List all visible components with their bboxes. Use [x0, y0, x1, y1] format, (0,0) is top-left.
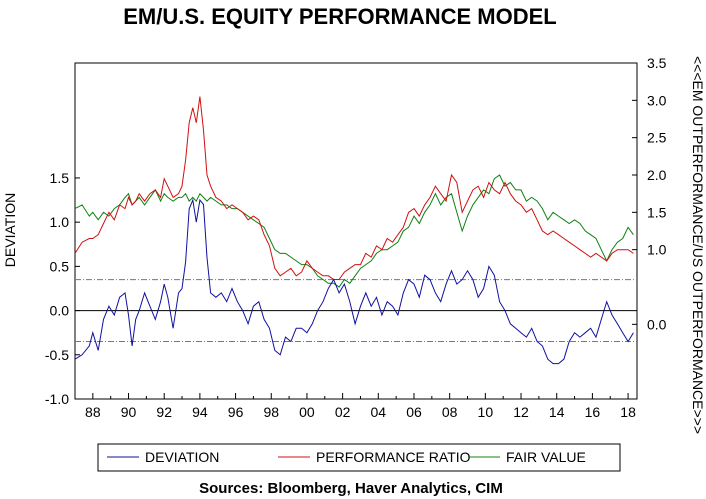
- x-axis: 88 90 92 94 96 98 00 02 04 06 08 10 12 14 16 18: [74, 393, 636, 420]
- legend: DEVIATION PERFORMANCE RATIO FAIR VALUE: [107, 449, 586, 465]
- x-tick-label: 08: [442, 404, 458, 420]
- right-tick-label: 1.5: [647, 204, 667, 220]
- left-tick-label: 1.5: [50, 170, 70, 186]
- right-tick-label: 0.0: [647, 316, 667, 332]
- right-axis: 3.5 3.0 2.5 2.0 1.5 1.0 0.0: [632, 55, 667, 332]
- right-axis-label: <<<EM OUTPERFORMANCE/US OUTPERFORMANCE>>…: [690, 56, 706, 434]
- x-tick-label: 96: [228, 404, 244, 420]
- x-tick-label: 14: [549, 404, 565, 420]
- x-tick-label: 88: [85, 404, 101, 420]
- x-tick-label: 18: [620, 404, 636, 420]
- x-tick-label: 04: [371, 404, 387, 420]
- right-tick-label: 2.5: [647, 130, 667, 146]
- left-tick-label: 0.0: [50, 303, 70, 319]
- chart-title: EM/U.S. EQUITY PERFORMANCE MODEL: [123, 4, 557, 29]
- legend-box: [97, 443, 621, 472]
- right-tick-label: 3.0: [647, 92, 667, 108]
- right-tick-label: 3.5: [647, 55, 667, 71]
- legend-label-performance-ratio: PERFORMANCE RATIO: [316, 449, 471, 465]
- plot-area: [74, 62, 638, 400]
- x-tick-label: 16: [585, 404, 601, 420]
- x-tick-label: 90: [121, 404, 137, 420]
- reference-lines: [75, 279, 637, 343]
- right-tick-label: 1.0: [647, 242, 667, 258]
- series-line-deviation: [74, 198, 634, 365]
- x-tick-label: 10: [478, 404, 494, 420]
- x-tick-label: 06: [406, 404, 422, 420]
- left-axis: 1.5 1.0 0.5 0.0 -0.5 -1.0: [45, 170, 80, 407]
- legend-label-fair-value: FAIR VALUE: [506, 449, 586, 465]
- x-tick-label: 98: [263, 404, 279, 420]
- left-axis-label: DEVIATION: [2, 193, 18, 267]
- series-line-performance-ratio: [74, 96, 634, 280]
- right-tick-label: 2.0: [647, 167, 667, 183]
- legend-label-deviation: DEVIATION: [145, 449, 219, 465]
- series-layer: [74, 96, 634, 365]
- left-tick-label: 0.5: [50, 258, 70, 274]
- x-tick-label: 94: [192, 404, 208, 420]
- left-tick-label: -1.0: [45, 391, 69, 407]
- series-line-fair-value: [74, 174, 634, 288]
- left-tick-label: -0.5: [45, 347, 69, 363]
- x-tick-label: 12: [513, 404, 529, 420]
- x-tick-label: 00: [299, 404, 315, 420]
- x-tick-label: 02: [335, 404, 351, 420]
- left-tick-label: 1.0: [50, 214, 70, 230]
- chart-source: Sources: Bloomberg, Haver Analytics, CIM: [199, 480, 503, 497]
- x-tick-label: 92: [156, 404, 172, 420]
